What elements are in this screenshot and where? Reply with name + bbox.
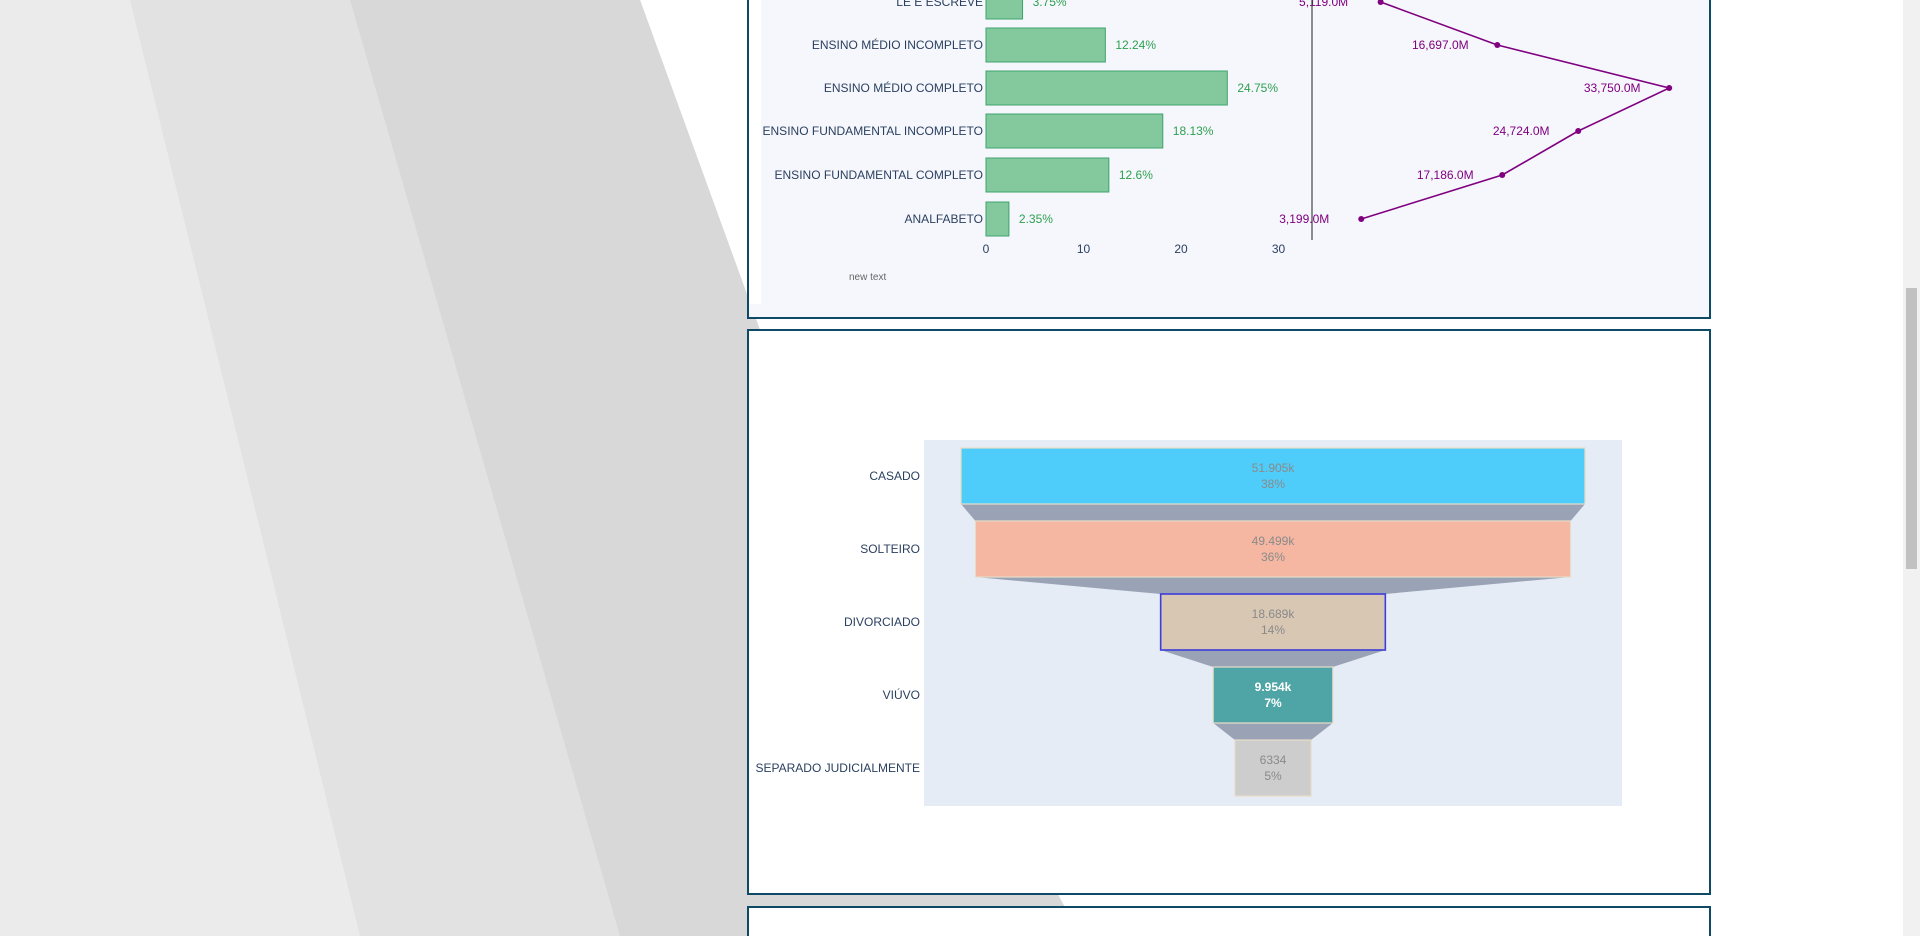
line-series [1361, 1, 1672, 220]
line-value-label: 17,186.0M [1417, 168, 1474, 182]
funnel-percent-label: 36% [1261, 550, 1285, 564]
marital-funnel-chart: CASADO 51.905k 38% SOLTEIRO 49.499k 36% DIVORC… [749, 331, 1709, 806]
funnel-category-label: DIVORCIADO [844, 615, 920, 629]
education-chart: LÊ E ESCREVE 3.75% ENSINO MÉDIO INCOMPLETO… [749, 0, 1673, 304]
x-tick-label: 0 [983, 242, 990, 256]
bar-category-label: ENSINO MÉDIO COMPLETO [824, 80, 983, 95]
funnel-bar [1159, 593, 1387, 651]
x-tick-label: 30 [1272, 242, 1286, 256]
funnel-category-label: SEPARADO JUDICIALMENTE [756, 761, 920, 775]
marital-funnel-panel: CASADO 51.905k 38% SOLTEIRO 49.499k 36% DIVORC… [747, 329, 1711, 895]
bar-value-label: 12.6% [1119, 168, 1153, 182]
bar-value-label: 12.24% [1115, 38, 1156, 52]
line-value-label: 16,697.0M [1412, 38, 1469, 52]
bar-category-label: ENSINO FUNDAMENTAL INCOMPLETO [763, 124, 983, 138]
scrollbar-thumb[interactable] [1906, 288, 1917, 569]
x-tick-label: 10 [1077, 242, 1091, 256]
funnel-bar [1212, 666, 1334, 724]
funnel-connector [961, 504, 1585, 521]
funnel-value-label: 51.905k [1252, 461, 1296, 475]
funnel-value-label: 18.689k [1252, 607, 1296, 621]
bar-category-label: ENSINO MÉDIO INCOMPLETO [812, 37, 983, 52]
funnel-connector [975, 577, 1571, 594]
bar-category-label: ENSINO FUNDAMENTAL COMPLETO [775, 168, 983, 182]
bar [985, 0, 1024, 20]
line-value-label: 3,199.0M [1279, 212, 1329, 226]
line-point [1666, 85, 1673, 91]
funnel-value-label: 49.499k [1252, 534, 1296, 548]
funnel-bar [960, 447, 1586, 505]
line-value-label: 33,750.0M [1584, 81, 1641, 95]
funnel-percent-label: 38% [1261, 477, 1285, 491]
bar-category-label: LÊ E ESCREVE [896, 0, 983, 9]
bar-category-label: ANALFABETO [905, 212, 983, 226]
chart-annotation: new text [849, 272, 886, 283]
education-chart-panel: LÊ E ESCREVE 3.75% ENSINO MÉDIO INCOMPLETO… [747, 0, 1711, 319]
funnel-connector [1213, 723, 1333, 740]
line-value-label: 24,724.0M [1493, 124, 1550, 138]
bar [985, 201, 1010, 237]
funnel-connector [1160, 650, 1386, 667]
bar [985, 157, 1110, 193]
line-value-label: 5,119.0M [1299, 0, 1348, 9]
funnel-value-label: 9.954k [1255, 680, 1292, 694]
vertical-scrollbar[interactable] [1903, 0, 1920, 936]
funnel-category-label: VIÚVO [883, 687, 920, 702]
bar [985, 113, 1164, 149]
funnel-bar [1234, 739, 1312, 797]
bar [985, 27, 1106, 63]
bar-value-label: 3.75% [1033, 0, 1067, 9]
funnel-percent-label: 7% [1264, 696, 1282, 710]
funnel-category-label: SOLTEIRO [860, 542, 920, 556]
bar [985, 70, 1228, 106]
next-chart-panel [747, 906, 1711, 936]
funnel-bar [974, 520, 1572, 578]
bar-value-label: 2.35% [1019, 212, 1053, 226]
bar-value-label: 24.75% [1237, 81, 1278, 95]
line-point [1575, 128, 1582, 134]
x-tick-label: 20 [1174, 242, 1188, 256]
line-point [1494, 42, 1501, 48]
line-point [1377, 0, 1384, 5]
funnel-category-label: CASADO [869, 469, 920, 483]
line-point [1499, 172, 1506, 178]
funnel-value-label: 6334 [1260, 753, 1287, 767]
line-point [1358, 216, 1365, 222]
bar-value-label: 18.13% [1173, 124, 1214, 138]
funnel-percent-label: 5% [1264, 769, 1282, 783]
funnel-percent-label: 14% [1261, 623, 1285, 637]
